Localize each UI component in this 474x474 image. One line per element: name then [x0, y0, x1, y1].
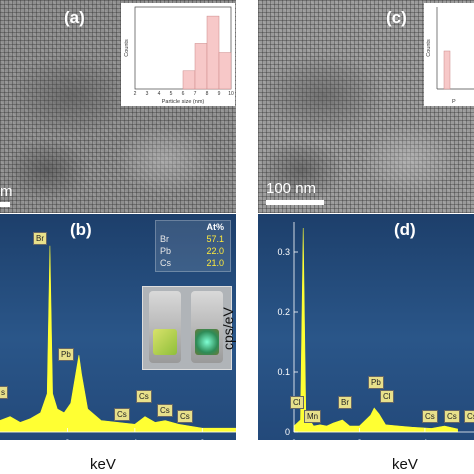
eds-d-peak-label: Cs [444, 410, 460, 423]
vial-left-liquid [153, 329, 177, 355]
composition-row: Br 57.1 [156, 233, 230, 245]
eds-spectrum-d: (d) 0.30.20.10 024 ClMnBrPbClCsCsCs [258, 214, 474, 440]
tem-image-c: (c) 100 nm Counts P [258, 0, 474, 213]
histogram-bar [218, 52, 232, 90]
vial-right-liquid [195, 329, 219, 355]
panel-label-d: (d) [394, 220, 416, 239]
composition-table: At% Br 57.1 Pb 22.0 Cs 21.0 [155, 220, 231, 272]
panel-label-c: (c) [386, 8, 407, 27]
composition-element: Br [160, 234, 169, 244]
eds-d-yticks: 0.3 0.2 0.1 0 [277, 222, 474, 437]
eds-b-peak-label: Cs [114, 408, 130, 421]
histogram-ylabel: Counts [124, 39, 130, 57]
histogram-xtick: 3 [146, 91, 149, 97]
eds-b-peak-label: s [0, 386, 8, 399]
eds-b-peak-label: Cs [177, 410, 193, 423]
histogram-xtick: 7 [194, 91, 197, 97]
size-histogram-inset-c: Counts P [424, 3, 474, 106]
histogram-c-xlabel: P [452, 99, 456, 105]
histogram-xtick: 9 [218, 91, 221, 97]
eds-d-peak-label: Pb [368, 376, 384, 389]
composition-row: Cs 21.0 [156, 257, 230, 269]
composition-element: Pb [160, 246, 172, 256]
eds-d-peak-label: Br [338, 396, 352, 409]
eds-d-ytick: 0 [285, 427, 290, 437]
scale-label-a: m [0, 183, 13, 200]
histogram-c-svg: Counts P [426, 7, 474, 105]
histogram-bar [194, 43, 208, 90]
histogram-xtick: 6 [182, 91, 185, 97]
composition-value: 21.0 [206, 258, 224, 268]
eds-d-ytick: 0.1 [277, 367, 290, 377]
eds-b-trace [0, 245, 236, 433]
histogram-xtick: 8 [206, 91, 209, 97]
panel-label-a: (a) [64, 8, 85, 27]
histogram-svg: Counts 2 3 4 5 6 7 8 9 10 Particle size (nm) [124, 6, 234, 105]
composition-element: Cs [160, 258, 171, 268]
eds-d-peak-label: Mn [304, 410, 322, 423]
eds-d-xlabel: keV [392, 456, 418, 473]
eds-b-peak-label: Cs [157, 404, 173, 417]
composition-value: 22.0 [206, 246, 224, 256]
histogram-bar [206, 15, 220, 90]
composition-header: At% [156, 221, 230, 233]
eds-d-ytick: 0.3 [277, 247, 290, 257]
eds-spectrum-b: (b) 246 At% Br 57.1 Pb 22.0 Cs 21.0 BrPb… [0, 214, 236, 440]
scale-bar-c [266, 200, 324, 205]
vial-right [191, 291, 223, 363]
composition-row: Pb 22.0 [156, 245, 230, 257]
eds-b-xtick: 4 [132, 438, 137, 440]
eds-b-xlabel: keV [90, 456, 116, 473]
histogram-xtick: 2 [134, 91, 137, 97]
eds-d-xtick: 0 [291, 438, 296, 440]
eds-d-peak-label: Cl [380, 390, 394, 403]
eds-d-xtick: 2 [357, 438, 362, 440]
eds-d-xtick: 4 [422, 438, 427, 440]
size-histogram-inset: Counts 2 3 4 5 6 7 8 9 10 Particle size (nm) [121, 3, 235, 106]
histogram-xtick: 10 [228, 91, 234, 97]
eds-d-trace [293, 227, 458, 433]
histogram-xtick: 4 [158, 91, 161, 97]
histogram-c-ylabel: Counts [426, 39, 432, 57]
vial-left [149, 291, 181, 363]
eds-d-peak-label: Cs [422, 410, 438, 423]
eds-b-peak-label: Cs [136, 390, 152, 403]
histogram-xtick: 5 [170, 91, 173, 97]
scale-label-c: 100 nm [266, 180, 317, 197]
eds-b-xticks: 2 4 6 [0, 428, 236, 440]
eds-b-peak-label: Pb [58, 348, 74, 361]
tem-image-a: (a) m Counts 2 3 4 5 6 7 8 9 10 Particle size (n… [0, 0, 236, 213]
eds-d-svg: 0.3 0.2 0.1 0 0 2 4 [277, 222, 474, 440]
histogram-c-bar [443, 50, 451, 90]
histogram-bar [182, 70, 196, 90]
eds-d-peak-label: Cl [290, 396, 304, 409]
eds-d-ylabel: cps/eV [220, 307, 236, 350]
histogram-xticks: 2 3 4 5 6 7 8 9 10 [134, 91, 234, 97]
composition-header-label: At% [206, 222, 225, 232]
composition-value: 57.1 [206, 234, 224, 244]
eds-b-peak-label: Br [33, 232, 47, 245]
eds-b-xtick: 2 [65, 438, 70, 440]
vial-photo [142, 286, 232, 370]
eds-d-ytick: 0.2 [277, 307, 290, 317]
histogram-bars [182, 15, 232, 90]
eds-b-svg: 2 4 6 [0, 245, 236, 440]
histogram-xlabel: Particle size (nm) [162, 99, 205, 105]
eds-b-xtick: 6 [200, 438, 205, 440]
panel-label-b: (b) [70, 220, 92, 239]
scale-bar-a [0, 202, 10, 207]
eds-d-peak-label: Cs [464, 410, 474, 423]
eds-d-xticks: 0 2 4 [291, 428, 427, 440]
